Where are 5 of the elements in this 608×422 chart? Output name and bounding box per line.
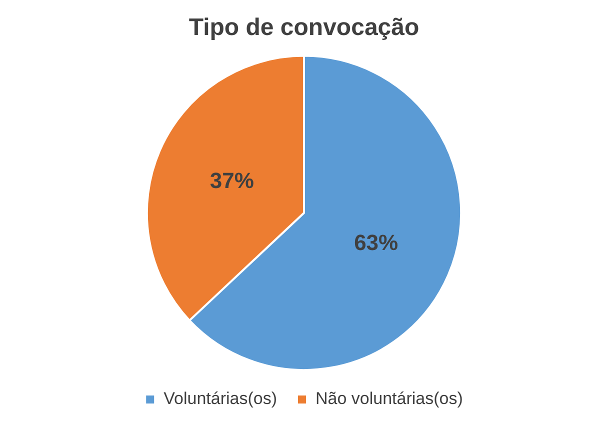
- data-label: 37%: [210, 168, 254, 193]
- data-label: 63%: [354, 230, 398, 256]
- chart-title: Tipo de convocação: [188, 14, 420, 42]
- legend-label: Voluntárias(os): [164, 389, 277, 408]
- legend-label: Não voluntárias(os): [315, 389, 463, 408]
